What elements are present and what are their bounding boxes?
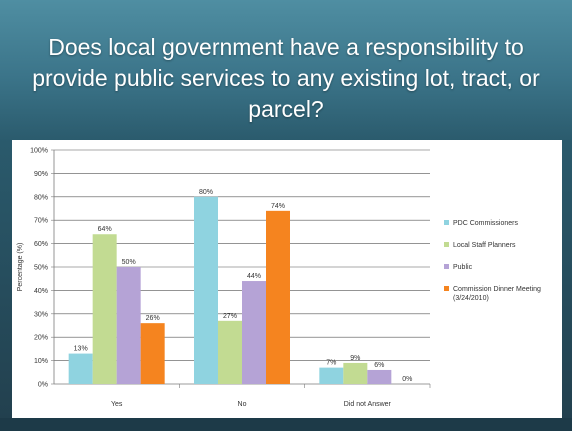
data-label: 44% [247, 273, 261, 280]
bar [266, 210, 290, 384]
data-label: 50% [122, 259, 136, 266]
bar [92, 234, 117, 384]
x-category-label: No [238, 401, 247, 408]
bar [343, 362, 368, 384]
data-label: 64% [98, 226, 112, 233]
legend-label: (3/24/2010) [453, 295, 489, 302]
legend-label: Local Staff Planners [453, 242, 516, 249]
legend-swatch [444, 286, 449, 291]
legend-label: Commission Dinner Meeting [453, 286, 541, 293]
y-tick-label: 90% [34, 171, 48, 178]
data-label: 7% [326, 360, 336, 367]
x-category-label: Yes [111, 401, 123, 408]
data-label: 27% [223, 313, 237, 320]
legend-label: PDC Commissioners [453, 220, 518, 227]
legend-swatch [444, 220, 449, 225]
legend-label: Public [453, 264, 473, 271]
bar [367, 369, 392, 384]
bar [242, 281, 266, 384]
bar [218, 320, 242, 384]
bar [194, 196, 218, 384]
data-label: 0% [402, 376, 412, 383]
data-label: 26% [146, 315, 160, 322]
y-tick-label: 60% [34, 241, 48, 248]
bar-chart: 0% 10% 20% 30% 40% 50% 60% 70% 80% 90% 100% Percent… [17, 148, 541, 409]
data-label: 80% [199, 189, 213, 196]
y-tick-label: 70% [34, 218, 48, 225]
chart-panel: 0% 10% 20% 30% 40% 50% 60% 70% 80% 90% 100% Percent… [12, 140, 562, 418]
y-tick-label: 30% [34, 311, 48, 318]
y-tick-label: 50% [34, 265, 48, 272]
y-tick-label: 0% [38, 382, 48, 389]
bar [68, 353, 93, 384]
footer-band [0, 418, 572, 431]
slide-title: Does local government have a responsibil… [32, 34, 540, 122]
y-axis-title: Percentage (%) [17, 243, 24, 292]
y-tick-label: 20% [34, 335, 48, 342]
data-label: 9% [350, 355, 360, 362]
bar [116, 267, 141, 384]
legend-swatch [444, 242, 449, 247]
data-label: 13% [74, 346, 88, 353]
y-tick-label: 100% [30, 148, 48, 155]
data-label: 74% [271, 203, 285, 210]
legend-swatch [444, 264, 449, 269]
bar [319, 367, 344, 384]
x-category-label: Did not Answer [344, 401, 392, 408]
y-tick-label: 40% [34, 288, 48, 295]
y-tick-label: 80% [34, 194, 48, 201]
bar [140, 323, 165, 384]
y-tick-label: 10% [34, 358, 48, 365]
data-label: 6% [374, 362, 384, 369]
